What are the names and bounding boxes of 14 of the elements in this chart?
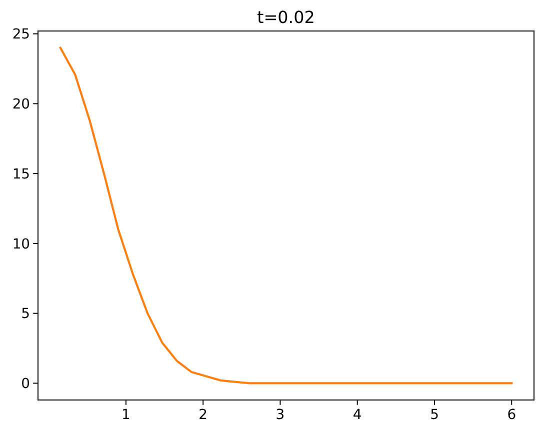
chart-title: t=0.02 [257, 7, 315, 27]
x-tick-label: 1 [122, 407, 130, 423]
x-tick-label: 5 [430, 407, 439, 423]
y-tick-label: 15 [12, 166, 30, 182]
y-tick-label: 0 [21, 376, 30, 392]
line-series [59, 46, 513, 384]
y-tick-label: 25 [12, 26, 30, 43]
y-tick-label: 5 [21, 306, 30, 322]
y-tick-label: 10 [12, 236, 30, 252]
x-tick-label: 4 [352, 407, 362, 423]
x-tick-label: 2 [198, 407, 208, 423]
x-tick-label: 3 [276, 407, 285, 423]
y-tick-label: 20 [12, 96, 30, 113]
x-tick-label: 6 [507, 407, 516, 423]
